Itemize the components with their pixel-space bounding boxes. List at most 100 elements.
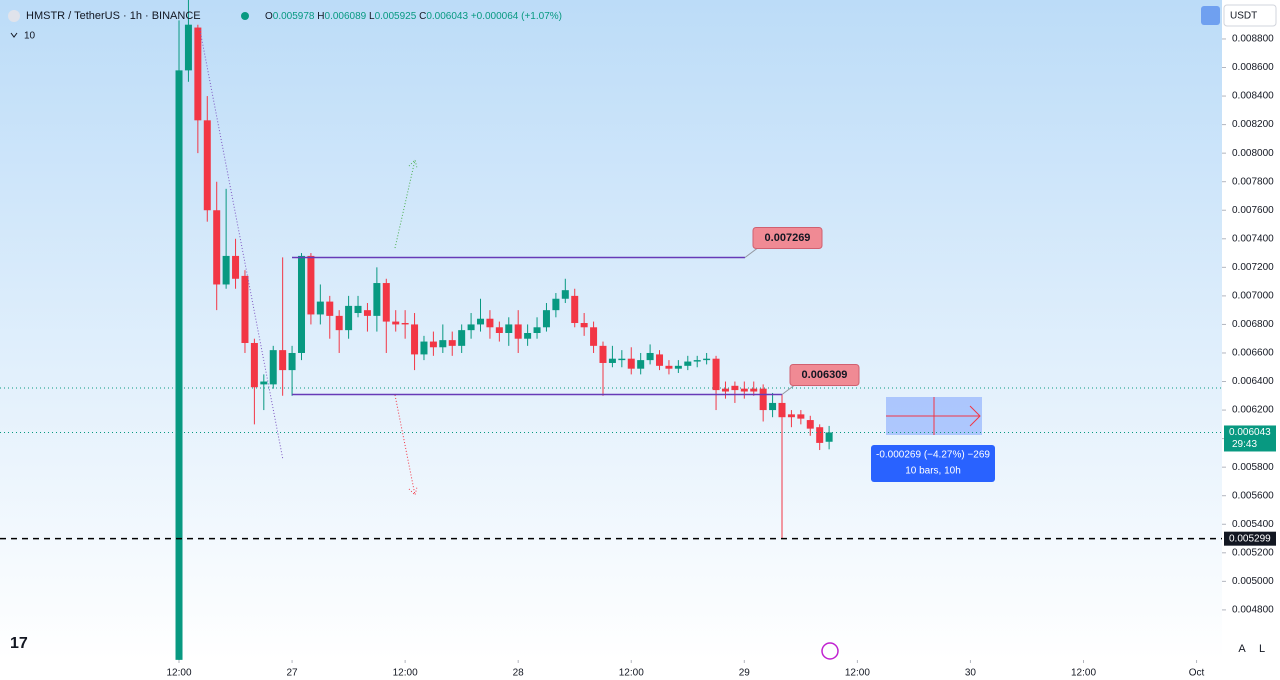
candle-body	[316, 301, 324, 315]
candle-body	[401, 323, 409, 325]
ohlc-legend: O0.005978 H0.006089 L0.005925 C0.006043 …	[265, 11, 562, 22]
candle-body	[759, 388, 767, 411]
ohlc-key: H	[317, 11, 324, 22]
candle-body	[684, 361, 692, 366]
callout-box	[789, 364, 860, 387]
ohlc-key: L	[369, 11, 375, 22]
ohlc-value: 0.005925	[375, 11, 417, 22]
symbol-icon	[8, 10, 20, 22]
candle-body	[241, 275, 249, 343]
x-tick-label: Oct	[1189, 668, 1205, 679]
candle-body	[439, 340, 447, 348]
candle-body	[467, 324, 475, 331]
x-tick-label: 12:00	[619, 668, 644, 679]
candle-body	[495, 327, 503, 333]
candle-body	[297, 255, 305, 353]
ohlc-value: 0.006043	[426, 11, 468, 22]
indicator-value: 10	[24, 31, 36, 42]
measure-label: -0.000269 (−4.27%) −269	[876, 450, 990, 461]
callout-box	[752, 226, 823, 249]
last-price-label: 0.006043	[1229, 427, 1271, 438]
candle-body	[373, 283, 381, 316]
candle-body	[787, 414, 795, 418]
candle-body	[618, 358, 626, 361]
candle-body	[326, 301, 334, 316]
candle-body	[363, 310, 371, 316]
candle-body	[175, 70, 183, 660]
lightning-icon[interactable]	[821, 642, 839, 660]
candle-body	[524, 332, 532, 339]
candle-body	[420, 341, 428, 355]
currency-label: USDT	[1230, 11, 1257, 22]
candle-body	[797, 414, 805, 419]
callout-label: 0.007269	[765, 232, 811, 244]
candle-body	[608, 358, 616, 363]
ohlc-key: O	[265, 11, 273, 22]
x-tick-label: 12:00	[1071, 668, 1096, 679]
candle-body	[392, 321, 400, 325]
candle-body	[279, 350, 287, 371]
x-tick-label: 27	[287, 668, 299, 679]
candle-body	[382, 283, 390, 322]
y-tick-label: 0.007400	[1232, 233, 1274, 244]
y-tick-label: 0.007800	[1232, 176, 1274, 187]
callout-label: 0.006309	[802, 369, 848, 381]
candle-body	[703, 358, 711, 361]
candle-body	[486, 318, 494, 328]
y-tick-label: 0.004800	[1232, 605, 1274, 616]
plot-background	[0, 0, 1222, 660]
candle-body	[712, 358, 720, 391]
x-tick-label: 30	[965, 668, 977, 679]
y-tick-label: 0.008800	[1232, 34, 1274, 45]
auto-button[interactable]: A	[1238, 643, 1246, 655]
candle-body	[656, 354, 664, 366]
candle-body	[288, 352, 296, 371]
candle-body	[203, 120, 211, 211]
y-tick-label: 0.008600	[1232, 62, 1274, 73]
candle-body	[599, 345, 607, 363]
candle-body	[571, 295, 579, 324]
y-tick-label: 0.006200	[1232, 405, 1274, 416]
ohlc-value: 0.005978	[273, 11, 315, 22]
candle-body	[505, 324, 513, 333]
down-arrow	[394, 394, 418, 496]
y-tick-label: 0.008200	[1232, 119, 1274, 130]
candle-body	[769, 402, 777, 411]
measure-label: 10 bars, 10h	[905, 466, 961, 477]
candle-body	[429, 341, 437, 348]
x-tick-label: 28	[513, 668, 525, 679]
x-tick-label: 12:00	[166, 668, 191, 679]
currency-select[interactable]	[1223, 4, 1277, 27]
logo: 17	[10, 635, 28, 652]
candle-body	[542, 310, 550, 328]
y-tick-label: 0.007000	[1232, 291, 1274, 302]
y-tick-label: 0.008400	[1232, 91, 1274, 102]
candle-body	[213, 210, 221, 285]
candle-body	[825, 432, 833, 442]
log-button[interactable]: L	[1259, 643, 1265, 655]
candle-body	[533, 327, 541, 333]
price-tag	[1224, 531, 1276, 546]
toggle-button[interactable]	[1201, 6, 1220, 25]
candle-body	[646, 352, 654, 361]
y-tick-label: 0.006600	[1232, 348, 1274, 359]
y-tick-label: 0.005600	[1232, 490, 1274, 501]
candle-body	[816, 427, 824, 443]
candle-body	[637, 360, 645, 369]
candle-body	[335, 315, 343, 331]
y-tick-label: 0.006400	[1232, 376, 1274, 387]
x-tick-label: 29	[739, 668, 751, 679]
candle-body	[750, 388, 758, 392]
candle-body	[307, 255, 315, 315]
y-tick-label: 0.005200	[1232, 547, 1274, 558]
candle-body	[778, 402, 786, 418]
candle-body	[627, 358, 635, 369]
ohlc-key: C	[419, 11, 426, 22]
status-dot	[241, 12, 249, 20]
candle-body	[184, 24, 192, 71]
candle-body	[552, 298, 560, 311]
up-arrow	[394, 159, 418, 249]
candle-body	[561, 290, 569, 299]
y-tick-label: 0.007200	[1232, 262, 1274, 273]
